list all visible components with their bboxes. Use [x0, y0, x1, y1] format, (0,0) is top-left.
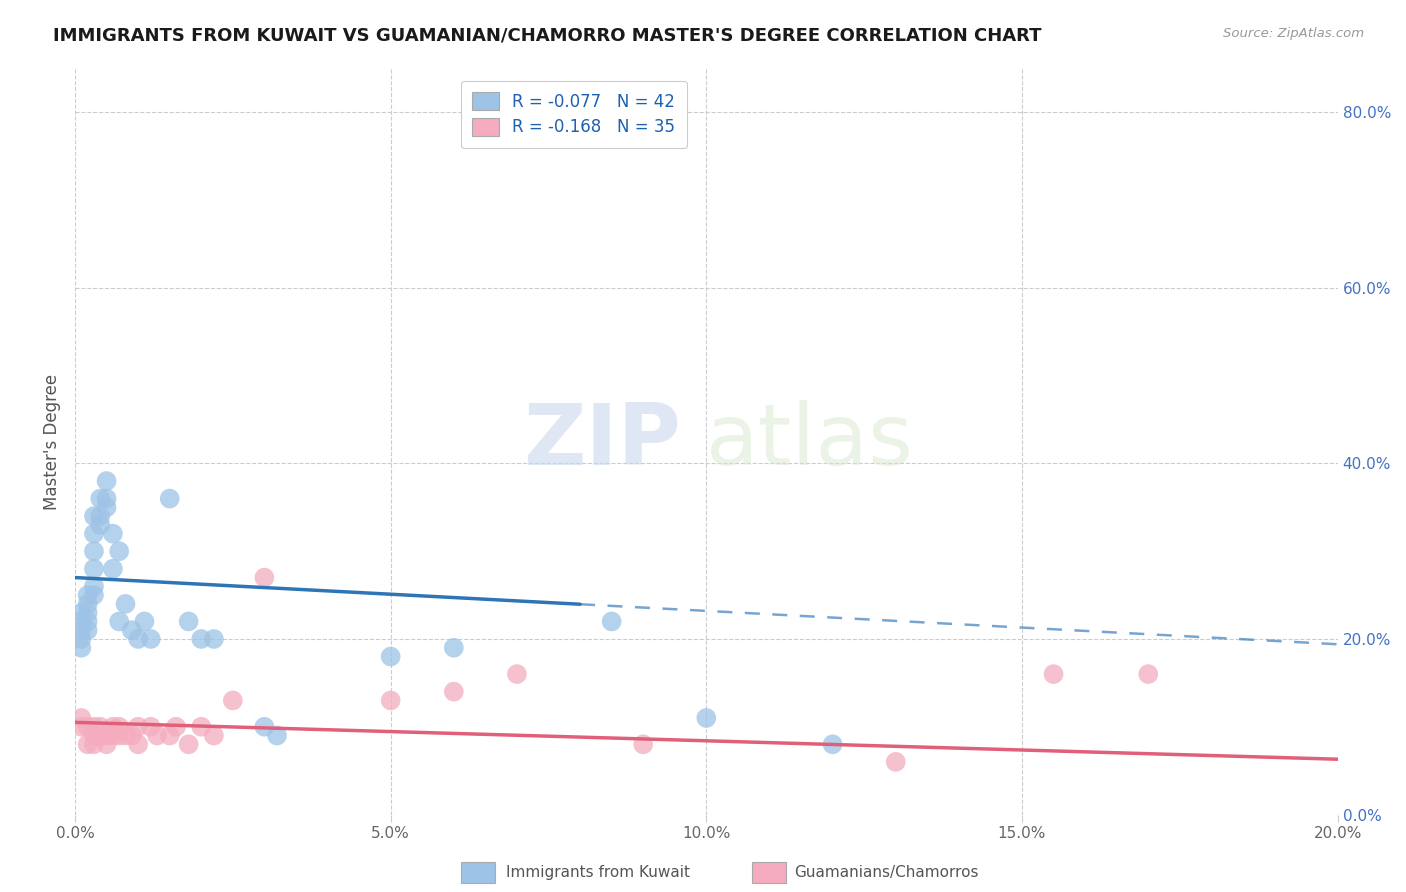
- Point: [83, 737, 105, 751]
- Point: [96, 500, 118, 515]
- Point: [695, 711, 717, 725]
- Point: [190, 720, 212, 734]
- Point: [101, 562, 124, 576]
- Point: [83, 544, 105, 558]
- Point: [506, 667, 529, 681]
- Point: [159, 491, 181, 506]
- Point: [96, 491, 118, 506]
- Point: [76, 588, 98, 602]
- Point: [159, 729, 181, 743]
- Point: [108, 720, 131, 734]
- Point: [165, 720, 187, 734]
- Point: [108, 544, 131, 558]
- Point: [83, 526, 105, 541]
- Text: Guamanians/Chamorros: Guamanians/Chamorros: [794, 865, 979, 880]
- Text: ZIP: ZIP: [523, 400, 681, 483]
- Point: [89, 517, 111, 532]
- Point: [89, 720, 111, 734]
- Point: [253, 570, 276, 584]
- Point: [222, 693, 245, 707]
- Point: [134, 615, 156, 629]
- Point: [70, 632, 93, 646]
- Point: [89, 491, 111, 506]
- Y-axis label: Master's Degree: Master's Degree: [44, 374, 60, 509]
- Point: [83, 579, 105, 593]
- Point: [821, 737, 844, 751]
- Text: Immigrants from Kuwait: Immigrants from Kuwait: [506, 865, 690, 880]
- Point: [83, 720, 105, 734]
- Point: [108, 615, 131, 629]
- Point: [1042, 667, 1064, 681]
- Point: [83, 562, 105, 576]
- Point: [127, 720, 149, 734]
- Point: [70, 640, 93, 655]
- Point: [76, 606, 98, 620]
- Point: [202, 632, 225, 646]
- Point: [443, 640, 465, 655]
- Point: [76, 615, 98, 629]
- Point: [139, 632, 162, 646]
- Point: [70, 606, 93, 620]
- Point: [266, 729, 288, 743]
- Point: [121, 729, 143, 743]
- Point: [146, 729, 169, 743]
- Point: [114, 597, 136, 611]
- Point: [96, 474, 118, 488]
- Point: [76, 624, 98, 638]
- Point: [96, 737, 118, 751]
- Text: atlas: atlas: [706, 400, 914, 483]
- Point: [1137, 667, 1160, 681]
- Point: [70, 720, 93, 734]
- Point: [177, 737, 200, 751]
- Point: [108, 729, 131, 743]
- Point: [190, 632, 212, 646]
- Legend: R = -0.077   N = 42, R = -0.168   N = 35: R = -0.077 N = 42, R = -0.168 N = 35: [461, 80, 688, 148]
- Point: [127, 632, 149, 646]
- Point: [114, 729, 136, 743]
- Point: [70, 624, 93, 638]
- Point: [101, 526, 124, 541]
- Point: [443, 684, 465, 698]
- Point: [70, 615, 93, 629]
- Point: [884, 755, 907, 769]
- Point: [101, 729, 124, 743]
- Point: [380, 649, 402, 664]
- Point: [83, 729, 105, 743]
- Text: Source: ZipAtlas.com: Source: ZipAtlas.com: [1223, 27, 1364, 40]
- Point: [177, 615, 200, 629]
- Point: [89, 509, 111, 524]
- Point: [121, 624, 143, 638]
- Point: [631, 737, 654, 751]
- Point: [139, 720, 162, 734]
- Point: [76, 597, 98, 611]
- Point: [76, 737, 98, 751]
- Text: IMMIGRANTS FROM KUWAIT VS GUAMANIAN/CHAMORRO MASTER'S DEGREE CORRELATION CHART: IMMIGRANTS FROM KUWAIT VS GUAMANIAN/CHAM…: [53, 27, 1042, 45]
- Point: [101, 720, 124, 734]
- Point: [202, 729, 225, 743]
- Point: [127, 737, 149, 751]
- Point: [380, 693, 402, 707]
- Point: [96, 729, 118, 743]
- Point: [89, 729, 111, 743]
- Point: [83, 588, 105, 602]
- Point: [76, 720, 98, 734]
- Point: [600, 615, 623, 629]
- Point: [253, 720, 276, 734]
- Point: [70, 711, 93, 725]
- Point: [83, 509, 105, 524]
